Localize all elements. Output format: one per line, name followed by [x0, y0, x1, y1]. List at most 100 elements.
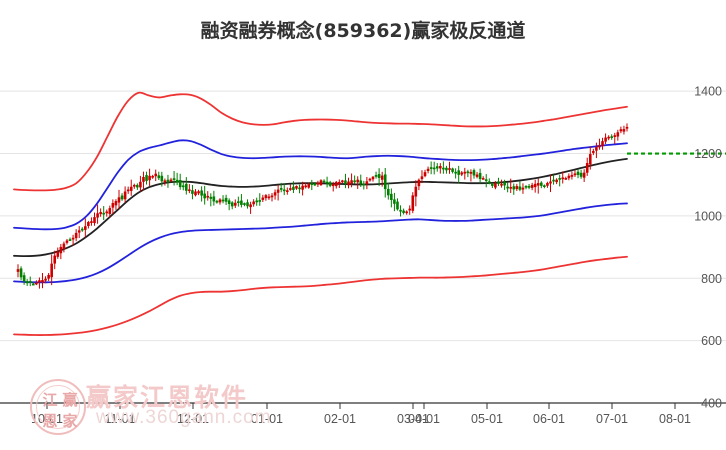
candle-body [592, 151, 595, 153]
candle-body [558, 178, 561, 180]
candle-body [145, 175, 148, 181]
candle-body [564, 177, 568, 180]
candle-body [552, 179, 555, 182]
candle-body [582, 172, 586, 178]
candle-body [252, 201, 255, 205]
candle-body [172, 178, 176, 180]
candle-body [451, 168, 454, 172]
candle-body [417, 179, 421, 187]
candle-body [108, 208, 112, 214]
candle-body [338, 181, 341, 184]
candle-body [289, 188, 292, 190]
candle-body [142, 177, 145, 182]
candle-body [515, 186, 519, 190]
candle-body [546, 182, 549, 186]
candle-body [396, 201, 399, 210]
candle-body [595, 147, 598, 151]
candle-body [561, 177, 565, 180]
candle-body [573, 173, 577, 176]
candle-body [607, 136, 610, 139]
candle-body [93, 217, 96, 224]
candle-body [423, 172, 427, 177]
candle-body [435, 166, 439, 169]
band-line [13, 139, 628, 231]
candle-body [304, 185, 307, 188]
candle-body [96, 213, 99, 218]
axis-group [0, 402, 726, 409]
band-line [13, 157, 628, 258]
candle-body [325, 181, 329, 184]
candle-body [481, 178, 485, 180]
candle-body [530, 184, 534, 188]
candle-body [185, 183, 188, 191]
candle-body [65, 240, 69, 243]
candle-body [598, 145, 601, 148]
y-axis-labels: 1400 1200 1000 800 600 400 [694, 85, 722, 411]
candle-body [249, 204, 252, 208]
candle-body [212, 196, 216, 202]
candle-body [549, 181, 552, 184]
page-title: 融资融券概念(859362)赢家极反通道 [200, 20, 526, 42]
candle-body [270, 195, 274, 198]
candle-body [111, 203, 115, 208]
candle-body [439, 165, 442, 169]
candle-body [114, 201, 118, 206]
x-tick-label: 12-01 [177, 412, 209, 426]
candle-body [319, 180, 323, 185]
candle-body [224, 197, 228, 202]
x-tick-label: 01-01 [251, 412, 283, 426]
candle-body [540, 182, 543, 186]
candle-body [475, 174, 479, 177]
candle-body [206, 195, 210, 198]
candle-body [331, 184, 335, 187]
candle-body [194, 191, 197, 196]
candle-body [151, 175, 154, 178]
candle-body [59, 246, 63, 254]
y-tick-label: 1000 [694, 209, 722, 223]
candle-body [50, 263, 53, 278]
x-tick-label: 05-01 [471, 412, 503, 426]
candle-body [604, 137, 607, 142]
candle-body [386, 188, 390, 196]
candle-body [328, 182, 332, 186]
candle-body [16, 269, 20, 272]
candle-body [90, 221, 93, 223]
candle-body [619, 129, 623, 132]
candle-body [307, 183, 311, 188]
x-tick-label: 03-01 [397, 412, 429, 426]
candle-body [77, 230, 81, 233]
candle-body [203, 193, 206, 199]
candle-body [32, 283, 35, 286]
candle-body [390, 193, 393, 201]
candle-body [227, 200, 231, 205]
candle-body [215, 200, 219, 203]
candle-body [99, 212, 102, 215]
candle-body [47, 274, 50, 279]
x-tick-label: 11-01 [104, 412, 135, 426]
band-lines-group [13, 91, 628, 336]
candle-body [383, 174, 387, 190]
candle-body [84, 226, 87, 230]
candle-body [478, 172, 482, 179]
candle-body [500, 183, 503, 186]
x-tick-label: 10-01 [31, 412, 63, 426]
candle-body [74, 232, 78, 239]
candle-body [365, 181, 369, 185]
candle-body [313, 183, 317, 186]
candle-body [120, 195, 124, 200]
candle-body [512, 186, 516, 190]
candle-body [230, 202, 234, 207]
x-tick-label: 04-01 [408, 412, 440, 426]
candle-body [341, 180, 344, 183]
x-tick-label: 08-01 [659, 412, 691, 426]
candle-body [301, 185, 304, 190]
candle-body [169, 179, 173, 182]
y-tick-label: 800 [701, 272, 722, 286]
candle-body [377, 174, 381, 178]
candle-body [411, 195, 415, 211]
candle-body [240, 200, 243, 205]
candle-body [123, 191, 127, 200]
candle-body [494, 183, 497, 188]
candle-body [273, 192, 277, 196]
